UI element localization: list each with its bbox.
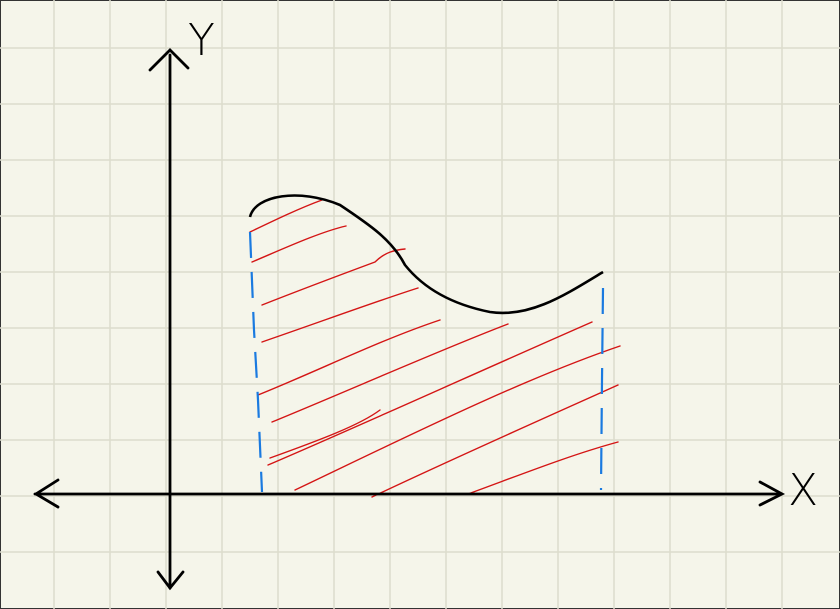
hatching [249, 199, 621, 498]
curve [248, 194, 604, 315]
boundary-lines [248, 231, 605, 493]
y-axis-label: Y [188, 15, 215, 66]
x-axis-label: X [788, 465, 818, 516]
axes [33, 48, 786, 591]
